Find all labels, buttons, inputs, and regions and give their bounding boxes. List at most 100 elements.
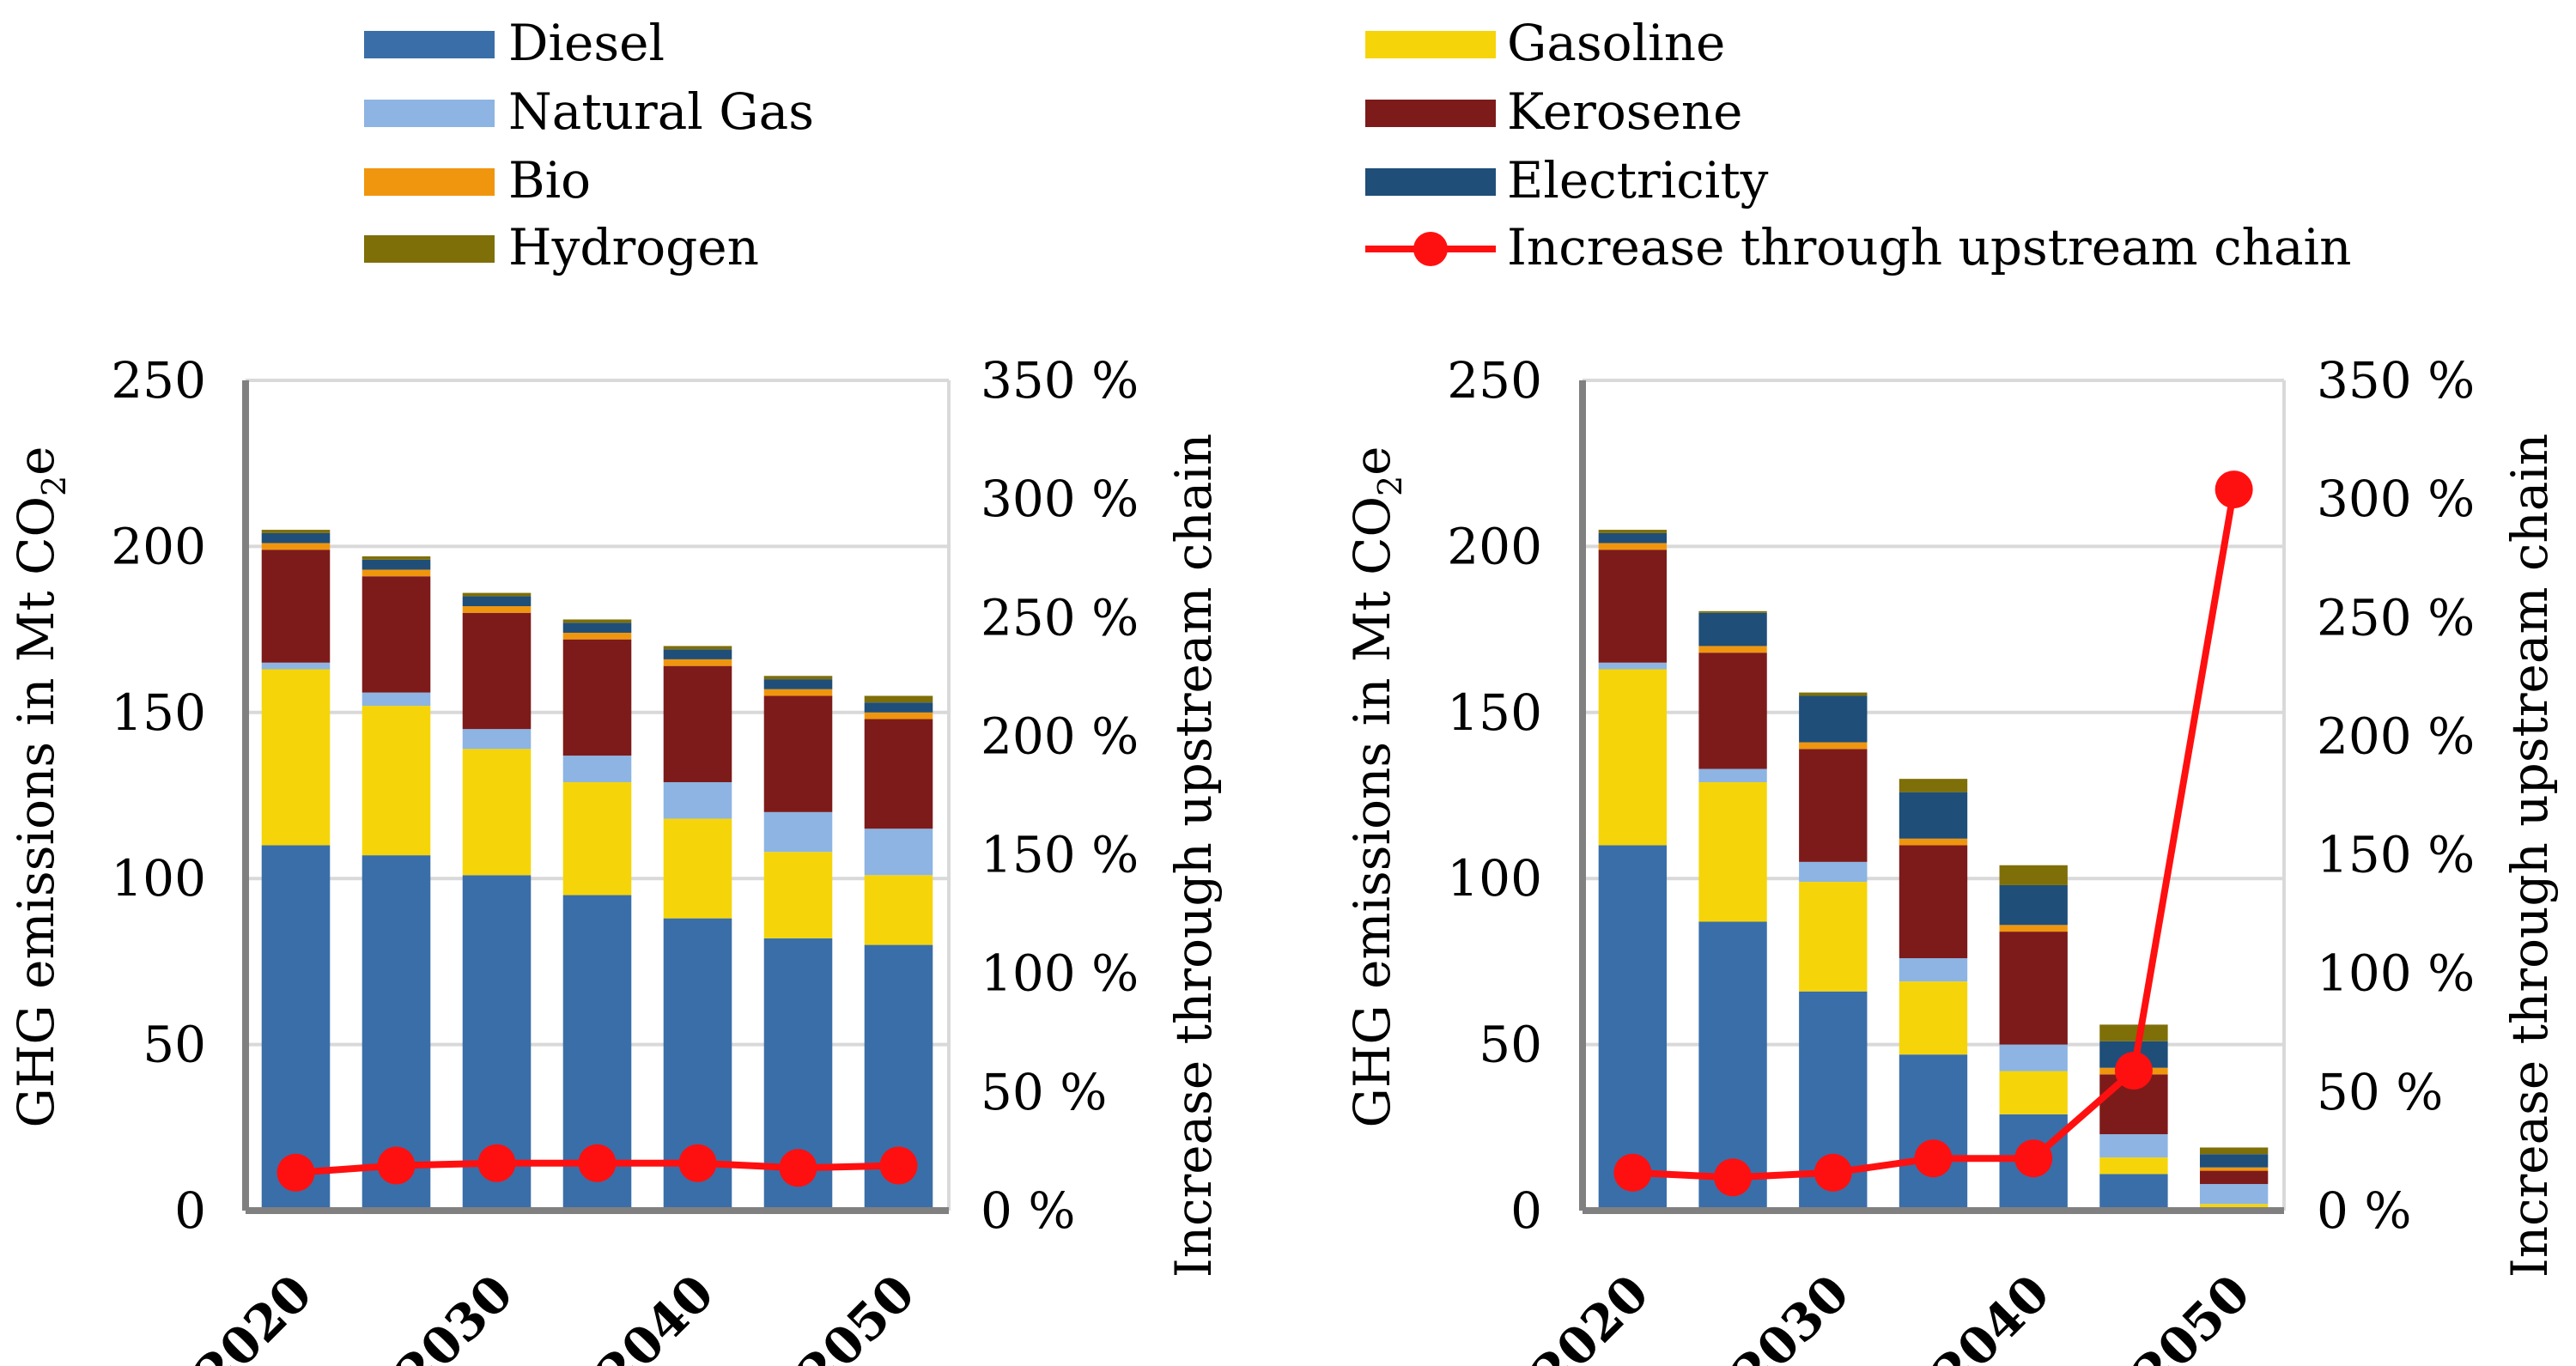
y-tick-label-left: 200 <box>111 517 206 575</box>
bar-natural-gas-2030 <box>1799 861 1868 883</box>
bar-bio-2030 <box>1799 742 1868 750</box>
upstream-marker-2050 <box>2215 471 2253 509</box>
bar-gasoline-2040 <box>663 818 732 919</box>
legend-swatch <box>1365 31 1496 58</box>
legend-label: Increase through upstream chain <box>1507 218 2351 276</box>
bar-hydrogen-2045 <box>2099 1024 2168 1041</box>
bar-natural-gas-2045 <box>763 811 833 853</box>
bar-stack-2020 <box>261 530 331 1211</box>
bar-kerosene-2025 <box>1698 653 1767 769</box>
bar-electricity-2040 <box>663 649 732 659</box>
legend-item-increase-through-upstream-chain: Increase through upstream chain <box>1365 218 2351 276</box>
upstream-marker-2050 <box>879 1146 918 1185</box>
legend-item-bio: Bio <box>364 151 591 209</box>
bar-bio-2040 <box>663 659 732 666</box>
bar-hydrogen-2050 <box>864 695 933 703</box>
bar-kerosene-2040 <box>1999 932 2068 1045</box>
y-tick-label-right: 50 % <box>2317 1063 2443 1121</box>
bar-electricity-2035 <box>562 622 632 633</box>
bar-gasoline-2045 <box>763 852 833 938</box>
legend-swatch <box>364 100 495 127</box>
bar-gasoline-2035 <box>1899 981 1968 1055</box>
y-tick-label-left: 100 <box>111 849 206 908</box>
legend-swatch-marker <box>1413 232 1448 266</box>
x-tick-label: 2030 <box>385 1264 524 1366</box>
y-tick-label-right: 200 % <box>981 707 1139 765</box>
x-tick-label: 2050 <box>2122 1264 2261 1366</box>
bar-bio-2035 <box>562 632 632 640</box>
bar-kerosene-2030 <box>462 612 532 730</box>
y-tick-label-right: 300 % <box>981 470 1139 528</box>
y-tick-label-left: 200 <box>1447 517 1542 575</box>
x-tick-label: 2020 <box>184 1264 323 1366</box>
bar-stack-2025 <box>361 556 431 1211</box>
bar-kerosene-2040 <box>663 665 732 783</box>
chart-panel-right: 0 50 100 150 200 250 0 % 50 % 100 % 150 % 200 % 250… <box>1343 351 2559 1366</box>
bar-stack-2040 <box>663 646 732 1211</box>
bar-hydrogen-2035 <box>562 619 632 623</box>
bar-bio-2025 <box>361 569 431 577</box>
bar-electricity-2040 <box>1999 884 2068 926</box>
y-axis-title-right: Increase through upstream chain <box>1164 434 1223 1278</box>
bar-natural-gas-2040 <box>1999 1044 2068 1072</box>
bar-electricity-2050 <box>864 702 933 713</box>
bar-electricity-2030 <box>1799 695 1868 743</box>
bar-diesel-2035 <box>1899 1054 1968 1211</box>
y-tick-label-right: 0 % <box>2317 1181 2411 1240</box>
legend-label: Natural Gas <box>508 82 814 141</box>
bar-gasoline-2025 <box>361 706 431 856</box>
legend-label: Diesel <box>508 14 665 72</box>
bar-kerosene-2050 <box>2199 1170 2269 1185</box>
bar-stack-2035 <box>562 619 632 1211</box>
y-tick-label-left: 0 <box>1510 1181 1542 1240</box>
legend-item-natural-gas: Natural Gas <box>364 82 814 141</box>
y-tick-label-left: 100 <box>1447 849 1542 908</box>
bar-natural-gas-2040 <box>663 782 732 819</box>
bar-gasoline-2030 <box>462 749 532 876</box>
upstream-marker-2020 <box>1613 1153 1652 1192</box>
bar-bio-2035 <box>1899 838 1968 846</box>
y-tick-label-left: 50 <box>1479 1016 1542 1074</box>
bar-bio-2020 <box>261 543 331 550</box>
upstream-marker-2045 <box>2114 1051 2153 1090</box>
bar-bio-2030 <box>462 606 532 613</box>
y-tick-label-left: 50 <box>143 1016 206 1074</box>
bar-gasoline-2025 <box>1698 782 1767 922</box>
bar-natural-gas-2020 <box>261 662 331 670</box>
bar-natural-gas-2025 <box>1698 768 1767 783</box>
bar-bio-2025 <box>1698 646 1767 653</box>
x-tick-label: 2040 <box>586 1264 725 1366</box>
upstream-marker-2035 <box>578 1144 617 1182</box>
legend-swatch <box>364 31 495 58</box>
y-axis-title-right: Increase through upstream chain <box>2500 434 2559 1278</box>
y-tick-label-right: 100 % <box>2317 944 2475 1003</box>
bar-bio-2050 <box>2199 1167 2269 1171</box>
bar-hydrogen-2020 <box>261 530 331 533</box>
bar-kerosene-2030 <box>1799 749 1868 862</box>
bar-hydrogen-2050 <box>2199 1147 2269 1155</box>
bar-stack-2050 <box>2199 1147 2269 1211</box>
bar-electricity-2035 <box>1899 792 1968 839</box>
x-tick-label: 2040 <box>1922 1264 2061 1366</box>
legend: Diesel Natural Gas Bio Hydrogen Gasoline Kero… <box>364 14 2351 276</box>
y-tick-label-right: 150 % <box>981 826 1139 884</box>
legend-item-gasoline: Gasoline <box>1365 14 1725 72</box>
bar-gasoline-2020 <box>261 669 331 846</box>
y-tick-label-right: 300 % <box>2317 470 2475 528</box>
bar-electricity-2020 <box>1598 532 1668 543</box>
upstream-marker-2040 <box>678 1144 717 1182</box>
legend-swatch <box>1365 100 1496 127</box>
bar-kerosene-2035 <box>1899 845 1968 959</box>
bar-electricity-2025 <box>361 559 431 570</box>
bar-natural-gas-2025 <box>361 692 431 707</box>
y-axis-title-left: GHG emissions in Mt CO2e <box>7 446 73 1127</box>
upstream-marker-2020 <box>276 1153 315 1192</box>
bar-stack-2025 <box>1698 610 1767 1211</box>
upstream-marker-2040 <box>2014 1139 2053 1178</box>
upstream-marker-2025 <box>1714 1158 1753 1197</box>
bar-kerosene-2020 <box>1598 549 1668 663</box>
bar-electricity-2020 <box>261 532 331 543</box>
bar-natural-gas-2050 <box>864 829 933 876</box>
bar-hydrogen-2020 <box>1598 530 1668 533</box>
